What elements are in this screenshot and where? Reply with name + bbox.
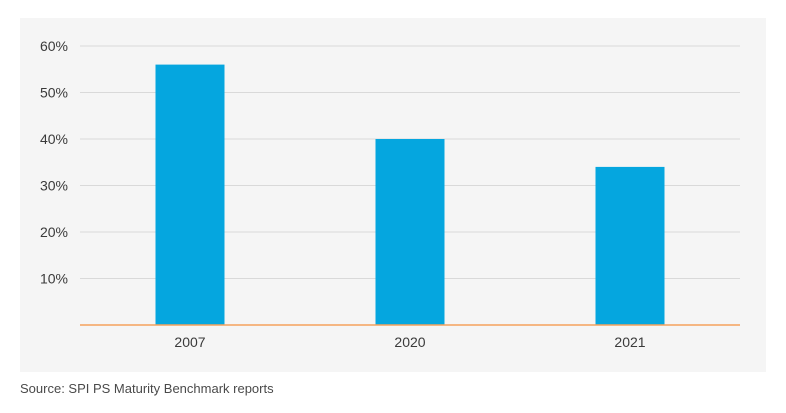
bars	[155, 64, 665, 325]
bar-2020	[375, 139, 445, 325]
chart-panel: 10% 20% 30% 40% 50% 60% 2007 2020 2021	[20, 18, 766, 372]
bar-2007	[155, 64, 225, 325]
y-tick-label-50: 50%	[40, 85, 68, 101]
y-tick-label-10: 10%	[40, 271, 68, 287]
x-axis-tick-labels: 2007 2020 2021	[174, 334, 645, 350]
x-tick-label-2021: 2021	[614, 334, 645, 350]
y-axis-tick-labels: 10% 20% 30% 40% 50% 60%	[40, 38, 68, 287]
y-tick-label-60: 60%	[40, 38, 68, 54]
bar-2021	[595, 166, 665, 325]
y-tick-label-30: 30%	[40, 178, 68, 194]
source-note: Source: SPI PS Maturity Benchmark report…	[20, 381, 274, 396]
bar-chart: 10% 20% 30% 40% 50% 60% 2007 2020 2021	[40, 38, 740, 350]
y-tick-label-40: 40%	[40, 131, 68, 147]
y-tick-label-20: 20%	[40, 224, 68, 240]
x-tick-label-2020: 2020	[394, 334, 425, 350]
x-tick-label-2007: 2007	[174, 334, 205, 350]
